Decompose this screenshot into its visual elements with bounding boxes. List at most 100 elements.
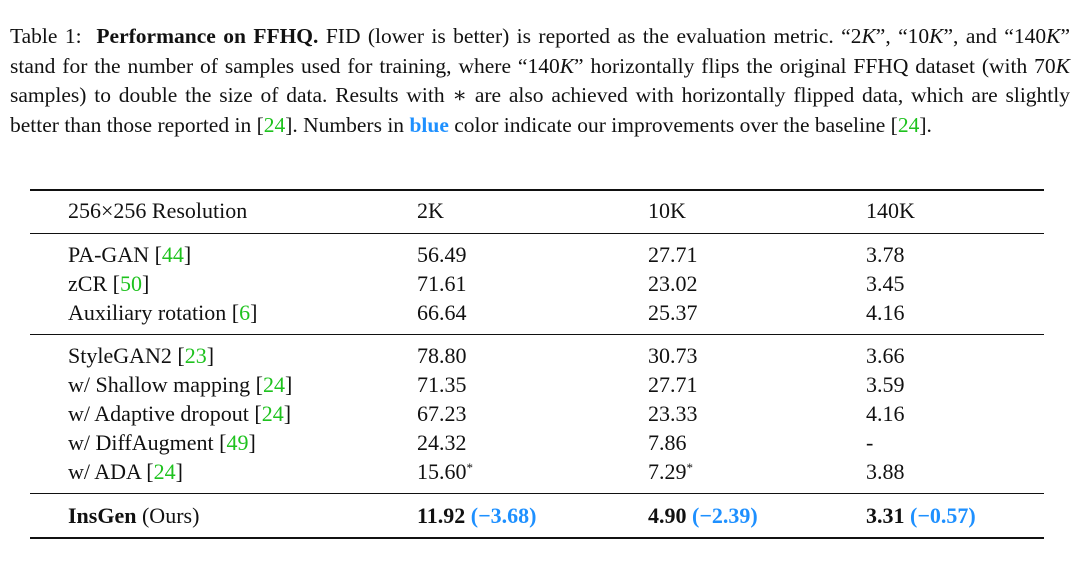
- fid-value: 4.16: [866, 300, 905, 325]
- value-cell: 27.71: [648, 372, 698, 398]
- caption-text: K: [861, 24, 876, 48]
- value-cell: 3.45: [866, 271, 905, 297]
- bottom-rule: [30, 537, 1044, 539]
- method-name: InsGen: [68, 503, 137, 528]
- value-cell: 7.29*: [648, 459, 693, 485]
- fid-value: 30.73: [648, 343, 698, 368]
- method-cell: zCR [50]: [68, 271, 149, 297]
- caption-text: ].: [919, 112, 932, 137]
- improvement: (−2.39): [692, 503, 758, 528]
- caption-title: Performance on FFHQ.: [96, 24, 319, 48]
- caption-text: ]. Numbers in: [285, 112, 405, 137]
- fid-value: 27.71: [648, 372, 698, 397]
- citation[interactable]: 24: [153, 459, 176, 484]
- method-note: (Ours): [141, 503, 200, 528]
- value-cell: 23.02: [648, 271, 698, 297]
- value-cell: 67.23: [417, 401, 467, 427]
- value-cell: 25.37: [648, 300, 698, 326]
- fid-value: 3.59: [866, 372, 905, 397]
- value-cell: 30.73: [648, 343, 698, 369]
- value-cell: 24.32: [417, 430, 467, 456]
- fid-value: 23.33: [648, 401, 698, 426]
- fid-value: 3.88: [866, 459, 905, 484]
- value-cell: 66.64: [417, 300, 467, 326]
- fid-value: 71.35: [417, 372, 467, 397]
- caption-text: ” horizontally flips the original FFHQ d…: [574, 53, 1056, 78]
- fid-value: 71.61: [417, 271, 467, 296]
- method-name: ]: [284, 372, 293, 397]
- citation[interactable]: 50: [119, 271, 142, 296]
- method-cell: InsGen (Ours): [68, 503, 199, 529]
- value-cell: 27.71: [648, 242, 698, 268]
- citation[interactable]: 6: [239, 300, 251, 325]
- method-name: PA-GAN [: [68, 242, 162, 267]
- method-cell: w/ ADA [24]: [68, 459, 183, 485]
- method-name: ]: [175, 459, 183, 484]
- method-name: w/ Shallow mapping [: [68, 372, 263, 397]
- header-text: 2K: [417, 198, 444, 223]
- fid-value: 3.66: [866, 343, 905, 368]
- caption-label: Table 1:: [10, 24, 82, 48]
- value-cell: 71.61: [417, 271, 467, 297]
- fid-value: 23.02: [648, 271, 698, 296]
- fid-value: 3.45: [866, 271, 905, 296]
- method-name: ]: [141, 271, 150, 296]
- value-cell: 15.60*: [417, 459, 473, 485]
- method-cell: PA-GAN [44]: [68, 242, 191, 268]
- value-cell: 3.31 (−0.57): [866, 503, 976, 529]
- fid-value: 4.16: [866, 401, 905, 426]
- value-cell: 23.33: [648, 401, 698, 427]
- header-cell: 2K: [417, 198, 444, 224]
- header-text: 140K: [866, 198, 915, 223]
- method-name: w/ Adaptive dropout [: [68, 401, 262, 426]
- caption-text: blue: [409, 112, 449, 137]
- citation[interactable]: 24: [262, 372, 285, 397]
- value-cell: 3.66: [866, 343, 905, 369]
- citation[interactable]: 24: [897, 112, 920, 137]
- method-name: w/ DiffAugment [: [68, 430, 227, 455]
- footnote-mark: *: [466, 460, 474, 475]
- fid-value: 11.92: [417, 503, 466, 528]
- method-cell: Auxiliary rotation [6]: [68, 300, 257, 326]
- fid-value: 78.80: [417, 343, 467, 368]
- top-rule: [30, 189, 1044, 191]
- method-name: w/ ADA [: [68, 459, 154, 484]
- citation[interactable]: 24: [263, 112, 286, 137]
- fid-value: 24.32: [417, 430, 467, 455]
- caption-text: color indicate our improvements over the…: [454, 112, 898, 137]
- value-cell: 56.49: [417, 242, 467, 268]
- header-text: 256×256 Resolution: [68, 198, 248, 223]
- caption-text: K: [929, 24, 944, 48]
- mid-rule: [30, 493, 1044, 494]
- fid-value: 4.90: [648, 503, 687, 528]
- fid-value: 56.49: [417, 242, 467, 267]
- caption-text: ” stand for the number of samples used f…: [10, 24, 1070, 78]
- fid-value: 7.86: [648, 430, 687, 455]
- value-cell: 4.16: [866, 401, 905, 427]
- method-cell: w/ Shallow mapping [24]: [68, 372, 292, 398]
- method-name: ]: [183, 242, 192, 267]
- caption-text: samples) to double the size of data. Res…: [10, 83, 1070, 137]
- method-name: ]: [250, 300, 258, 325]
- fid-value: 27.71: [648, 242, 698, 267]
- fid-value: 7.29: [648, 459, 687, 484]
- value-cell: 11.92 (−3.68): [417, 503, 537, 529]
- citation[interactable]: 24: [261, 401, 284, 426]
- citation[interactable]: 49: [226, 430, 249, 455]
- fid-value: -: [866, 430, 874, 455]
- header-cell: 10K: [648, 198, 686, 224]
- citation[interactable]: 23: [184, 343, 207, 368]
- citation[interactable]: 44: [161, 242, 184, 267]
- method-name: zCR [: [68, 271, 120, 296]
- header-cell: 256×256 Resolution: [68, 198, 247, 224]
- fid-value: 67.23: [417, 401, 467, 426]
- fid-value: 3.78: [866, 242, 905, 267]
- header-cell: 140K: [866, 198, 915, 224]
- improvement: (−3.68): [470, 503, 537, 528]
- method-cell: w/ Adaptive dropout [24]: [68, 401, 291, 427]
- caption-text: K: [1055, 53, 1070, 78]
- caption-text: ”, and “140: [943, 24, 1047, 48]
- value-cell: 4.16: [866, 300, 905, 326]
- value-cell: 3.88: [866, 459, 905, 485]
